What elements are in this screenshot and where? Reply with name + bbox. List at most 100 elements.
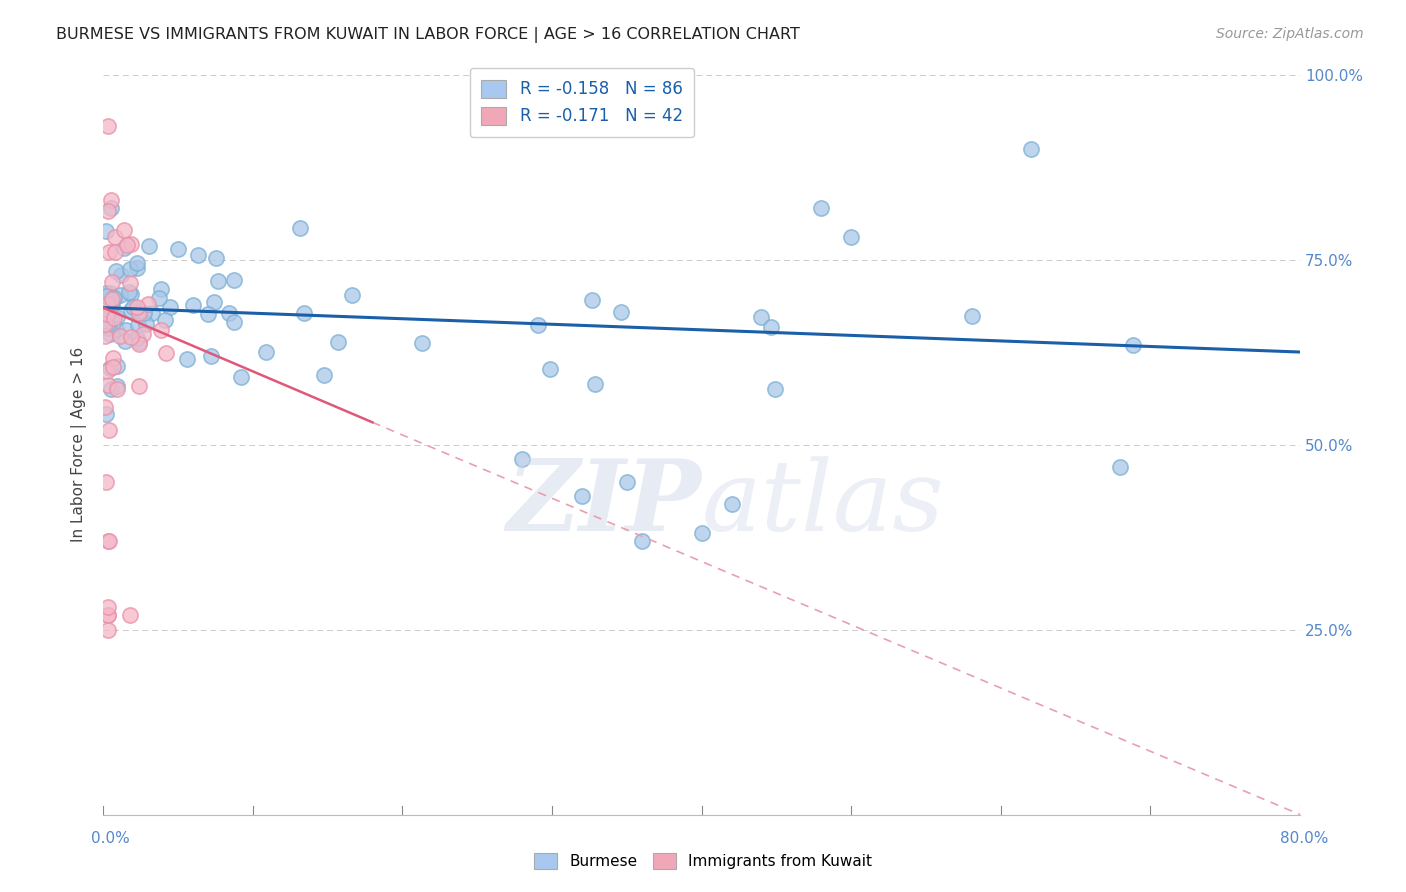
Point	[115, 237, 138, 252]
Point	[132, 305, 155, 319]
Point	[120, 262, 142, 277]
Point	[98, 423, 121, 437]
Point	[120, 330, 142, 344]
Point	[101, 275, 124, 289]
Legend: R = -0.158   N = 86, R = -0.171   N = 42: R = -0.158 N = 86, R = -0.171 N = 42	[470, 68, 695, 137]
Point	[115, 323, 138, 337]
Point	[1122, 338, 1144, 352]
Point	[581, 293, 603, 307]
Point	[101, 292, 124, 306]
Point	[254, 345, 277, 359]
Point	[97, 607, 120, 622]
Point	[960, 309, 983, 323]
Point	[204, 295, 226, 310]
Point	[98, 286, 121, 301]
Text: atlas: atlas	[702, 456, 945, 551]
Point	[128, 335, 150, 350]
Point	[97, 623, 120, 637]
Point	[120, 236, 142, 251]
Point	[538, 361, 561, 376]
Point	[110, 268, 132, 283]
Point	[231, 370, 253, 384]
Text: 80.0%: 80.0%	[1281, 831, 1329, 846]
Point	[112, 223, 135, 237]
Point	[100, 194, 122, 208]
Point	[127, 256, 149, 270]
Point	[153, 313, 176, 327]
Point	[98, 360, 121, 375]
Point	[759, 319, 782, 334]
Point	[96, 286, 118, 301]
Point	[342, 288, 364, 302]
Point	[720, 497, 742, 511]
Point	[326, 334, 349, 349]
Point	[100, 382, 122, 396]
Point	[96, 224, 118, 238]
Point	[96, 314, 118, 328]
Point	[218, 306, 240, 320]
Text: BURMESE VS IMMIGRANTS FROM KUWAIT IN LABOR FORCE | AGE > 16 CORRELATION CHART: BURMESE VS IMMIGRANTS FROM KUWAIT IN LAB…	[56, 27, 800, 43]
Point	[763, 382, 786, 396]
Point	[127, 318, 149, 333]
Point	[105, 359, 128, 373]
Point	[100, 297, 122, 311]
Point	[103, 359, 125, 374]
Point	[114, 334, 136, 349]
Point	[93, 328, 115, 343]
Point	[176, 352, 198, 367]
Point	[103, 291, 125, 305]
Point	[135, 317, 157, 331]
Point	[571, 489, 593, 503]
Legend: Burmese, Immigrants from Kuwait: Burmese, Immigrants from Kuwait	[529, 847, 877, 875]
Point	[104, 244, 127, 259]
Text: 0.0%: 0.0%	[91, 831, 131, 846]
Point	[105, 379, 128, 393]
Point	[96, 297, 118, 311]
Point	[630, 533, 652, 548]
Point	[125, 331, 148, 345]
Point	[128, 379, 150, 393]
Point	[141, 306, 163, 320]
Point	[159, 300, 181, 314]
Point	[97, 204, 120, 219]
Point	[97, 607, 120, 622]
Point	[98, 327, 121, 342]
Point	[101, 313, 124, 327]
Point	[105, 322, 128, 336]
Point	[118, 276, 141, 290]
Text: Source: ZipAtlas.com: Source: ZipAtlas.com	[1216, 27, 1364, 41]
Point	[110, 288, 132, 302]
Point	[224, 273, 246, 287]
Point	[292, 306, 315, 320]
Point	[96, 408, 118, 422]
Point	[222, 314, 245, 328]
Point	[105, 264, 128, 278]
Point	[149, 323, 172, 337]
Point	[112, 242, 135, 256]
Point	[96, 364, 118, 378]
Point	[127, 261, 149, 276]
Point	[128, 337, 150, 351]
Point	[127, 303, 149, 318]
Point	[101, 351, 124, 366]
Point	[97, 120, 120, 134]
Point	[200, 349, 222, 363]
Point	[98, 533, 121, 548]
Point	[108, 328, 131, 343]
Point	[96, 308, 118, 322]
Point	[616, 475, 638, 489]
Point	[120, 303, 142, 318]
Point	[93, 318, 115, 332]
Point	[105, 310, 128, 325]
Point	[690, 526, 713, 541]
Point	[105, 382, 128, 396]
Point	[103, 311, 125, 326]
Point	[197, 307, 219, 321]
Point	[1109, 459, 1132, 474]
Point	[94, 401, 117, 415]
Point	[136, 297, 159, 311]
Point	[128, 306, 150, 320]
Point	[149, 282, 172, 296]
Point	[181, 298, 204, 312]
Point	[96, 289, 118, 303]
